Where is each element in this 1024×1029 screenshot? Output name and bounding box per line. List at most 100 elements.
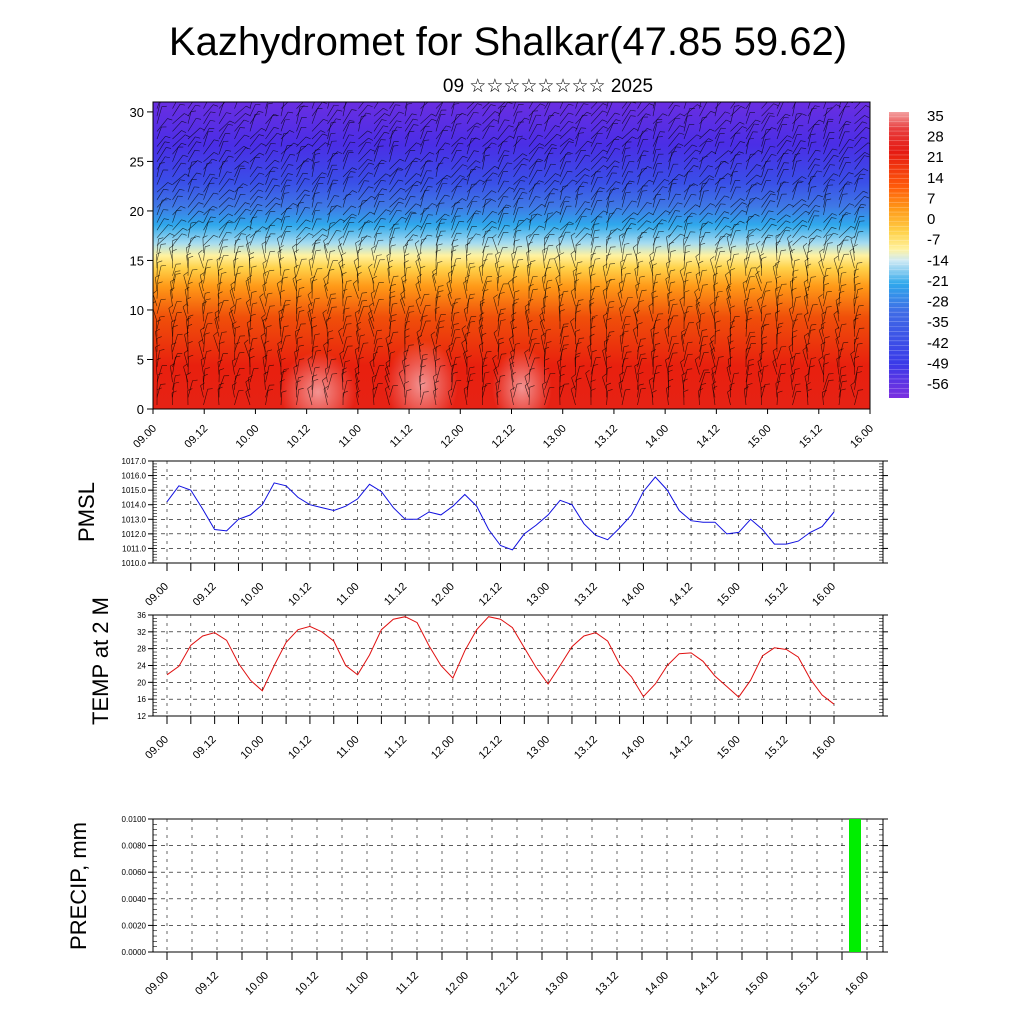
x-tick-label: 11.12 (382, 581, 409, 608)
colorbar-label: -21 (927, 273, 949, 290)
x-tick-label: 13.00 (524, 734, 552, 762)
colorbar-label: 28 (927, 129, 944, 146)
y-tick-label: 20 (137, 678, 146, 687)
wind-barb-flag (770, 99, 775, 101)
wind-barb-flag (678, 96, 683, 97)
x-tick-label: 10.00 (234, 423, 262, 451)
x-tick-label: 15.12 (763, 581, 791, 609)
x-tick-label: 13.00 (543, 970, 571, 998)
x-tick-label: 13.12 (592, 423, 620, 451)
x-tick-label: 14.12 (695, 423, 723, 451)
colorbar-label: -42 (927, 335, 949, 352)
x-tick-label: 09.12 (182, 423, 210, 451)
x-tick-label: 16.00 (810, 734, 838, 762)
pmsl-plot: 1010.01011.01012.01013.01014.01015.01016… (122, 457, 888, 609)
x-tick-label: 12.12 (477, 734, 505, 762)
wind-barb-flag (254, 93, 259, 94)
x-tick-label: 10.12 (286, 581, 314, 609)
y-tick-label: 0.0000 (122, 948, 147, 957)
x-tick-label: 12.12 (490, 423, 518, 451)
x-tick-label: 09.12 (193, 970, 221, 998)
x-tick-label: 13.00 (541, 423, 569, 451)
wind-barb-flag (210, 97, 215, 98)
x-tick-label: 14.12 (667, 581, 695, 609)
x-tick-label: 10.00 (238, 581, 266, 609)
y-tick-label: 12 (137, 712, 146, 721)
x-tick-label: 13.12 (572, 581, 600, 609)
wind-barb-flag (656, 98, 661, 99)
x-tick-label: 09.00 (143, 970, 171, 998)
x-tick-label: 15.00 (743, 970, 771, 998)
y-tick-label: 0.0100 (122, 815, 147, 824)
y-tick-label: 0.0060 (122, 868, 147, 877)
wind-barb-flag (291, 99, 296, 101)
x-tick-label: 11.12 (388, 423, 415, 450)
pmsl-panel: 1010.01011.01012.01013.01014.01015.01016… (74, 457, 888, 609)
colorbar-label: -28 (927, 294, 949, 311)
x-tick-label: 15.00 (715, 734, 743, 762)
y-tick-label: 1011.0 (122, 544, 146, 553)
page-title: Kazhydromet for Shalkar(47.85 59.62) (169, 20, 847, 64)
x-tick-label: 11.12 (394, 970, 421, 997)
wind-barb-flag (368, 96, 373, 97)
x-tick-label: 12.12 (493, 970, 521, 998)
x-tick-label: 15.00 (715, 581, 743, 609)
x-tick-label: 10.12 (293, 970, 321, 998)
x-tick-label: 16.00 (810, 581, 838, 609)
x-tick-label: 11.12 (382, 734, 409, 761)
wind-barb-flag (718, 100, 723, 101)
wind-barb-flag (726, 97, 731, 99)
wind-barb-flag (842, 95, 847, 96)
y-tick-label: 1017.0 (122, 457, 147, 466)
x-tick-label: 10.00 (238, 734, 266, 762)
y-tick-label: 0.0020 (122, 921, 147, 930)
y-tick-label: 16 (137, 695, 146, 704)
x-tick-label: 11.00 (334, 734, 361, 761)
x-tick-label: 11.00 (337, 423, 364, 450)
x-tick-label: 12.12 (477, 581, 505, 609)
wind-barb-flag (431, 99, 435, 101)
colorbar-label: -7 (927, 232, 940, 249)
wind-barb-flag (284, 99, 289, 100)
wind-barb-flag (181, 93, 186, 94)
wind-barb-flag (756, 94, 761, 95)
colorbar-label: -35 (927, 314, 949, 331)
colorbar-label: 7 (927, 190, 935, 207)
x-tick-label: 12.00 (438, 423, 466, 451)
y-tick-label: 20 (130, 204, 144, 219)
colorbar-label: -56 (927, 376, 949, 393)
x-tick-label: 16.00 (843, 970, 871, 998)
x-tick-label: 15.00 (746, 423, 774, 451)
colorbar-label: 21 (927, 149, 944, 166)
x-tick-label: 09.00 (131, 423, 159, 451)
x-tick-label: 10.12 (285, 423, 313, 451)
x-tick-label: 14.12 (667, 734, 695, 762)
precip-axis-label: PRECIP, mm (66, 822, 91, 950)
x-tick-label: 12.00 (429, 734, 457, 762)
y-tick-label: 1015.0 (122, 486, 147, 495)
colorbar-label: 0 (927, 211, 935, 228)
precip-frame (153, 819, 883, 952)
y-tick-label: 1012.0 (122, 530, 147, 539)
y-tick-label: 10 (130, 303, 144, 318)
y-tick-label: 15 (130, 253, 144, 268)
x-tick-label: 15.12 (763, 734, 791, 762)
y-tick-label: 5 (137, 352, 144, 367)
colorbar-label: 14 (927, 170, 944, 187)
y-tick-label: 32 (137, 628, 146, 637)
cross-section-x-axis: 09.00 09.12 10.00 10.12 11.00 11.12 12.00 12.12… (131, 409, 876, 451)
y-tick-label: 1013.0 (122, 515, 147, 524)
x-tick-label: 09.00 (143, 734, 171, 762)
precip-panel: 0.00000.00200.00400.00600.00800.010009.0… (66, 815, 888, 998)
wind-barb-flag (230, 96, 235, 98)
x-tick-label: 15.12 (793, 970, 821, 998)
temp-axis-label: TEMP at 2 M (88, 597, 113, 725)
wind-barb-flag (865, 97, 870, 99)
page-subtitle: 09 ☆☆☆☆☆☆☆☆ 2025 (443, 76, 653, 97)
